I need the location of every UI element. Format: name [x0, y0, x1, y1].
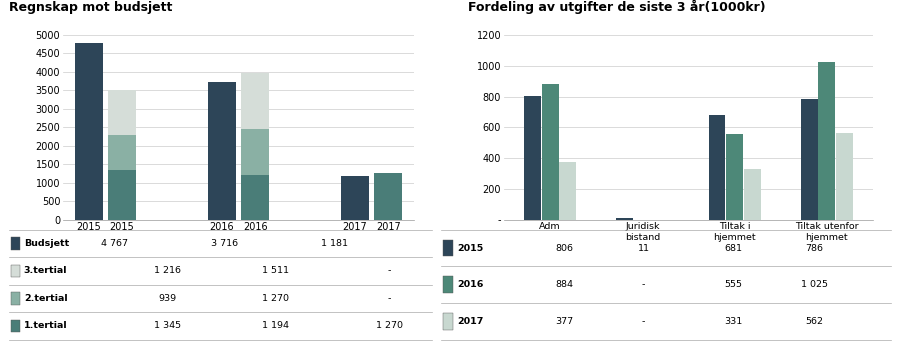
Text: 562: 562 — [806, 317, 824, 326]
Text: 2.tertial: 2.tertial — [23, 294, 68, 303]
Text: 1 345: 1 345 — [154, 321, 181, 330]
Text: 4 767: 4 767 — [101, 239, 128, 248]
Bar — [241, 129, 269, 175]
Text: 2016: 2016 — [456, 280, 483, 289]
Text: -: - — [388, 294, 392, 303]
Text: 11: 11 — [637, 244, 650, 252]
Text: 2017: 2017 — [456, 317, 483, 326]
Bar — [341, 176, 369, 220]
Bar — [836, 133, 853, 220]
Text: Regnskap mot budsjett: Regnskap mot budsjett — [9, 1, 173, 14]
Bar — [11, 265, 21, 277]
Text: 1 511: 1 511 — [262, 267, 289, 275]
Bar — [616, 218, 634, 220]
Text: 1 025: 1 025 — [801, 280, 828, 289]
Bar — [208, 82, 236, 220]
Text: 1.tertial: 1.tertial — [23, 321, 68, 330]
Text: -: - — [388, 267, 392, 275]
Bar — [726, 134, 743, 220]
Bar — [524, 96, 541, 220]
Bar — [818, 62, 835, 220]
Bar — [708, 115, 725, 220]
Bar — [11, 237, 21, 250]
Bar — [443, 240, 453, 256]
Bar — [374, 173, 402, 220]
Bar — [11, 292, 21, 305]
Bar — [443, 276, 453, 293]
Text: 3 716: 3 716 — [212, 239, 239, 248]
Text: Akkumulert 1.tert
Fordeling av utgifter de siste 3 år(1000kr): Akkumulert 1.tert Fordeling av utgifter … — [468, 0, 766, 14]
Text: 1 181: 1 181 — [321, 239, 348, 248]
Text: 1 270: 1 270 — [376, 321, 403, 330]
Text: 1 216: 1 216 — [154, 267, 181, 275]
Text: 1 194: 1 194 — [262, 321, 289, 330]
Bar — [241, 175, 269, 220]
Text: 939: 939 — [158, 294, 176, 303]
Text: 786: 786 — [806, 244, 824, 252]
Bar — [108, 90, 136, 135]
Text: -: - — [642, 317, 645, 326]
Text: -: - — [642, 280, 645, 289]
Text: 1 270: 1 270 — [262, 294, 289, 303]
Text: Budsjett: Budsjett — [23, 239, 69, 248]
Bar — [801, 99, 817, 220]
Bar — [241, 73, 269, 129]
Text: 3.tertial: 3.tertial — [23, 267, 68, 275]
Bar — [560, 162, 576, 220]
Bar — [743, 169, 760, 220]
Text: 2015: 2015 — [456, 244, 483, 252]
Bar — [108, 170, 136, 220]
Bar — [108, 135, 136, 170]
Bar — [542, 84, 559, 220]
Text: 331: 331 — [724, 317, 742, 326]
Text: 555: 555 — [724, 280, 742, 289]
Bar — [443, 313, 453, 330]
Text: 377: 377 — [555, 317, 574, 326]
Bar — [11, 320, 21, 332]
Bar — [75, 44, 103, 220]
Text: 884: 884 — [556, 280, 574, 289]
Text: 806: 806 — [556, 244, 574, 252]
Text: 681: 681 — [724, 244, 742, 252]
